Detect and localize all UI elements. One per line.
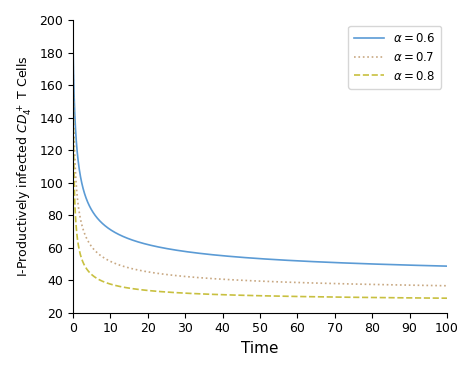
$\alpha = 0.8$ xyxy=(138,288,144,292)
$\alpha = 0.8$ xyxy=(70,37,76,42)
Line: $\alpha = 0.6$: $\alpha = 0.6$ xyxy=(73,40,447,266)
$\alpha = 0.6$ xyxy=(378,262,383,266)
$\alpha = 0.8$ xyxy=(349,295,355,299)
Legend: $\alpha = 0.6$, $\alpha = 0.7$, $\alpha = 0.8$: $\alpha = 0.6$, $\alpha = 0.7$, $\alpha … xyxy=(348,26,441,89)
$\alpha = 0.7$ xyxy=(444,283,450,288)
$\alpha = 0.8$ xyxy=(213,292,219,297)
Y-axis label: I-Productively infected $CD_4^+$ T Cells: I-Productively infected $CD_4^+$ T Cells xyxy=(15,56,34,277)
X-axis label: Time: Time xyxy=(241,341,279,356)
Line: $\alpha = 0.7$: $\alpha = 0.7$ xyxy=(73,40,447,286)
$\alpha = 0.8$ xyxy=(444,296,450,301)
$\alpha = 0.6$ xyxy=(349,261,355,266)
$\alpha = 0.7$ xyxy=(313,281,319,285)
$\alpha = 0.7$ xyxy=(294,280,300,285)
$\alpha = 0.7$ xyxy=(349,282,355,286)
$\alpha = 0.6$ xyxy=(313,260,319,264)
Line: $\alpha = 0.8$: $\alpha = 0.8$ xyxy=(73,40,447,298)
$\alpha = 0.8$ xyxy=(378,295,383,300)
$\alpha = 0.7$ xyxy=(70,37,76,42)
$\alpha = 0.8$ xyxy=(313,295,319,299)
$\alpha = 0.8$ xyxy=(294,294,300,299)
$\alpha = 0.6$ xyxy=(138,240,144,245)
$\alpha = 0.7$ xyxy=(138,268,144,273)
$\alpha = 0.6$ xyxy=(213,253,219,257)
$\alpha = 0.6$ xyxy=(294,259,300,263)
$\alpha = 0.7$ xyxy=(378,282,383,287)
$\alpha = 0.6$ xyxy=(70,37,76,42)
$\alpha = 0.7$ xyxy=(213,277,219,281)
$\alpha = 0.6$ xyxy=(444,264,450,268)
